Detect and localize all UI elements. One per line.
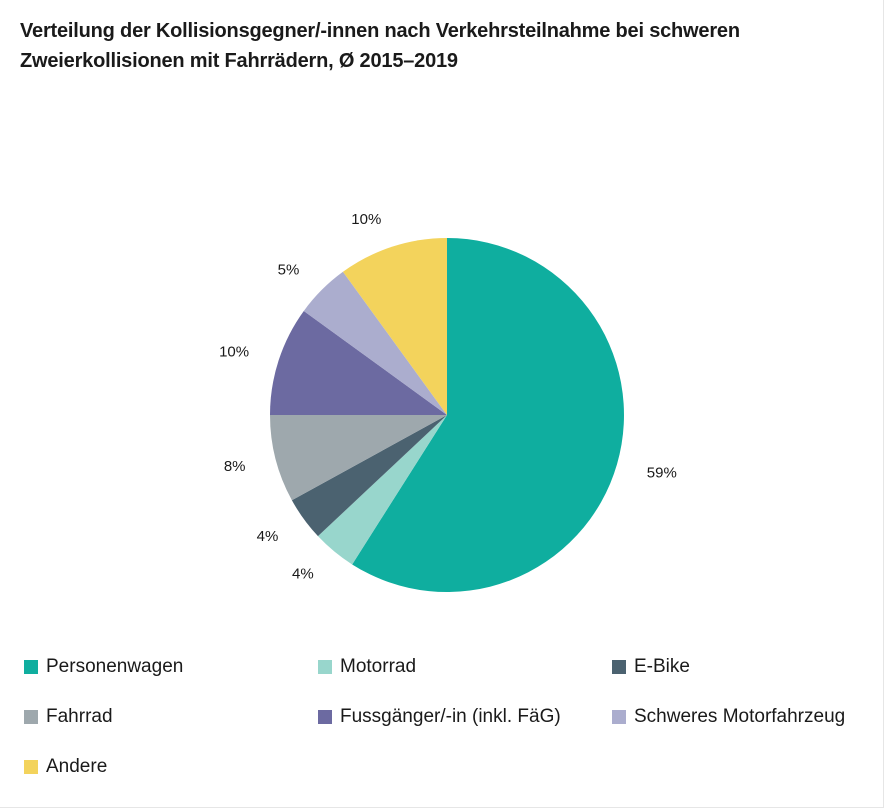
- legend-row-3: Andere: [24, 752, 874, 802]
- legend-label-motorrad: Motorrad: [340, 656, 417, 677]
- legend-swatch-motorrad: [318, 660, 332, 674]
- legend-label-andere: Andere: [46, 756, 108, 777]
- chart-title: Verteilung der Kollisionsgegner/-innen n…: [20, 16, 860, 76]
- pie-chart: 59% 4% 4% 8% 10% 5% 10%: [219, 211, 677, 592]
- pie-slice-fussgaenger-in-inkl-faeg: [270, 310, 447, 415]
- legend-label-personenwagen: Personenwagen: [46, 656, 184, 677]
- pie-slice-andere: [342, 238, 447, 415]
- pie-slice-schweres-motorfahrzeug: [303, 271, 447, 415]
- data-label-fussgaenger-in-inkl-faeg: 10%: [219, 343, 249, 360]
- legend-item-andere: Andere: [24, 752, 107, 782]
- legend-swatch-fussgaenger: [318, 710, 332, 724]
- pie-slice-personenwagen: [352, 238, 624, 592]
- legend-item-motorrad: Motorrad: [318, 652, 416, 682]
- legend-row-1: Personenwagen Motorrad E-Bike: [24, 652, 874, 702]
- legend-item-fussgaenger: Fussgänger/-in (inkl. FäG): [318, 702, 561, 732]
- chart-title-line-1: Verteilung der Kollisionsgegner/-innen n…: [20, 20, 740, 42]
- legend-swatch-e-bike: [612, 660, 626, 674]
- legend-swatch-andere: [24, 760, 38, 774]
- data-label-schweres-motorfahrzeug: 5%: [278, 261, 300, 278]
- legend-item-e-bike: E-Bike: [612, 652, 690, 682]
- pie-slice-e-bike: [291, 415, 447, 537]
- legend-label-fussgaenger: Fussgänger/-in (inkl. FäG): [340, 706, 561, 727]
- pie-slice-fahrrad: [270, 415, 447, 501]
- data-label-andere: 10%: [351, 211, 381, 228]
- data-label-fahrrad: 8%: [224, 458, 246, 475]
- legend-swatch-fahrrad: [24, 710, 38, 724]
- legend-row-2: Fahrrad Fussgänger/-in (inkl. FäG) Schwe…: [24, 702, 874, 752]
- legend-item-personenwagen: Personenwagen: [24, 652, 183, 682]
- legend-item-schweres-motorfahrzeug: Schweres Motorfahrzeug: [612, 702, 845, 732]
- legend-swatch-personenwagen: [24, 660, 38, 674]
- pie-slice-motorrad: [317, 415, 447, 565]
- legend-swatch-schweres-motorfahrzeug: [612, 710, 626, 724]
- data-label-motorrad: 4%: [292, 566, 314, 583]
- chart-title-line-2: Zweierkollisionen mit Fahrrädern, Ø 2015…: [20, 50, 458, 72]
- legend-item-fahrrad: Fahrrad: [24, 702, 113, 732]
- data-label-e-bike: 4%: [257, 528, 279, 545]
- legend-label-fahrrad: Fahrrad: [46, 706, 113, 727]
- legend-label-schweres-motorfahrzeug: Schweres Motorfahrzeug: [634, 706, 846, 727]
- data-label-personenwagen: 59%: [647, 465, 677, 482]
- legend-label-e-bike: E-Bike: [634, 656, 690, 677]
- chart-legend: Personenwagen Motorrad E-Bike Fahrrad Fu…: [24, 652, 874, 802]
